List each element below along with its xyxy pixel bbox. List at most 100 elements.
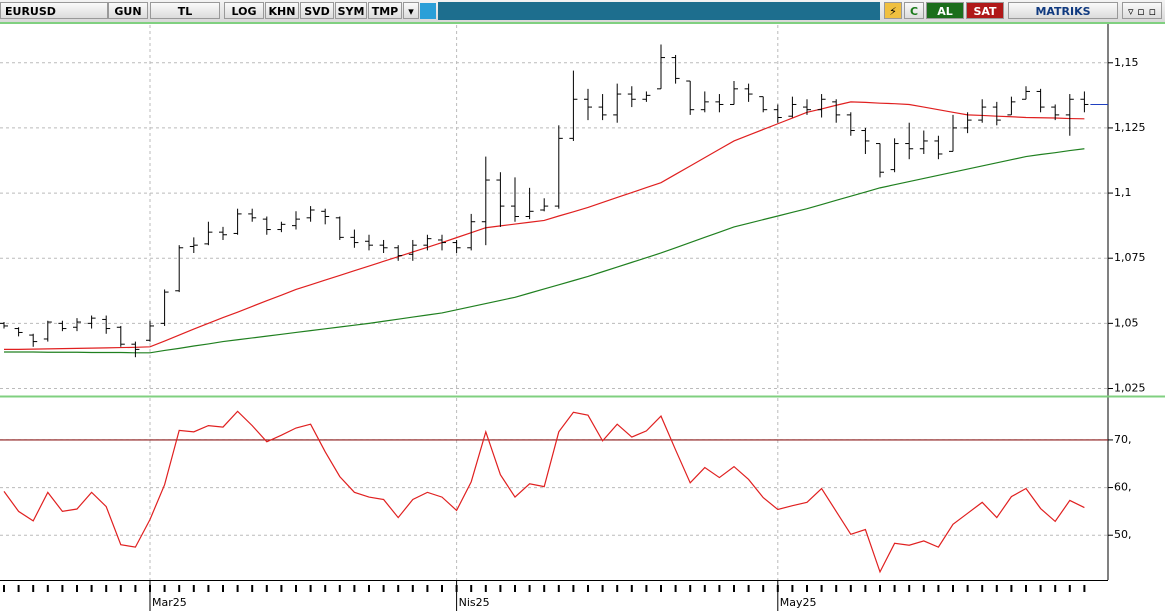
x-tick (61, 585, 64, 592)
icon[interactable] (420, 3, 436, 19)
x-tick-label: May25 (780, 596, 817, 609)
x-tick (820, 585, 823, 592)
button[interactable]: GUN (108, 2, 148, 19)
x-tick (922, 585, 925, 592)
button[interactable]: TL (150, 2, 220, 19)
rsi-line (3, 410, 1085, 574)
x-tick (835, 585, 838, 592)
buy-button[interactable]: AL (926, 2, 964, 19)
x-tick (937, 585, 940, 592)
x-tick (17, 585, 20, 592)
y-tick-label: 60, (1114, 481, 1132, 494)
x-tick (382, 585, 385, 592)
x-tick (601, 585, 604, 592)
x-tick (163, 585, 166, 592)
icon[interactable]: ⚡ (884, 2, 902, 19)
window-controls[interactable]: ▿ ▫ ▫ (1122, 2, 1162, 19)
x-tick (470, 585, 473, 592)
x-tick (499, 585, 502, 592)
x-tick (528, 585, 531, 592)
x-tick (674, 585, 677, 592)
toolbar: EURUSD GUN TL LOG KHN SVD SYM TMP ▾ ⚡ C … (0, 0, 1165, 23)
button[interactable]: LOG (224, 2, 264, 19)
x-tick (295, 585, 297, 592)
x-tick (309, 585, 312, 592)
moving-average (4, 101, 1085, 351)
x-tick (192, 585, 195, 592)
x-tick (864, 585, 867, 592)
y-tick-label: 1,125 (1114, 121, 1146, 134)
x-tick (762, 585, 765, 592)
y-tick-label: 1,1 (1114, 186, 1132, 199)
axis-panel (1108, 22, 1165, 611)
x-tick (207, 585, 210, 592)
y-tick-label: 1,075 (1114, 251, 1146, 264)
x-tick (178, 585, 181, 592)
moving-average (4, 148, 1085, 354)
x-tick (747, 585, 750, 592)
x-tick (893, 585, 896, 592)
x-tick (587, 585, 589, 592)
x-tick (660, 585, 662, 592)
x-tick (265, 585, 268, 592)
x-tick (324, 585, 327, 592)
x-tick (572, 585, 575, 592)
y-tick-label: 70, (1114, 433, 1132, 446)
x-tick (806, 585, 808, 592)
x-tick (3, 585, 5, 592)
button[interactable]: SVD (300, 2, 334, 19)
button[interactable]: SYM (335, 2, 367, 19)
x-tick (90, 585, 93, 592)
x-tick (1068, 585, 1071, 592)
x-tick (1039, 585, 1042, 592)
x-tick (543, 585, 546, 592)
x-tick (426, 585, 429, 592)
x-tick (879, 585, 881, 592)
sell-button[interactable]: SAT (966, 2, 1004, 19)
x-tick (514, 585, 516, 592)
symbol[interactable]: EURUSD (0, 2, 108, 19)
x-tick (397, 585, 400, 592)
x-tick (76, 585, 78, 592)
x-tick (689, 585, 692, 592)
x-tick (32, 585, 35, 592)
x-tick (733, 585, 735, 592)
button[interactable]: TMP (368, 2, 402, 19)
x-tick (1083, 585, 1086, 592)
y-tick-label: 1,05 (1114, 316, 1139, 329)
y-tick-label: 1,15 (1114, 56, 1139, 69)
x-tick (353, 585, 356, 592)
x-tick-label: Mar25 (152, 596, 187, 609)
x-tick (222, 585, 224, 592)
dropdown[interactable]: ▾ (403, 2, 419, 19)
x-tick (1054, 585, 1057, 592)
x-tick (645, 585, 648, 592)
x-tick (908, 585, 911, 592)
brand: MATRIKS (1008, 2, 1118, 19)
x-tick (411, 585, 414, 592)
y-tick-label: 1,025 (1114, 381, 1146, 394)
x-tick (251, 585, 254, 592)
x-tick (484, 585, 487, 592)
button[interactable]: KHN (265, 2, 299, 19)
bar-fill (438, 2, 880, 20)
x-tick (981, 585, 984, 592)
y-tick-label: 50, (1114, 528, 1132, 541)
x-tick (368, 585, 370, 592)
x-tick (1010, 585, 1013, 592)
x-tick-label: Nis25 (459, 596, 490, 609)
x-tick (236, 585, 239, 592)
x-tick (952, 585, 954, 592)
x-tick (1025, 585, 1027, 592)
x-tick (280, 585, 283, 592)
x-tick (791, 585, 794, 592)
x-tick (119, 585, 122, 592)
x-tick (703, 585, 706, 592)
x-tick (105, 585, 108, 592)
x-tick (46, 585, 49, 592)
x-tick (441, 585, 443, 592)
x-tick (718, 585, 721, 592)
button[interactable]: C (904, 2, 924, 19)
x-tick (849, 585, 852, 592)
